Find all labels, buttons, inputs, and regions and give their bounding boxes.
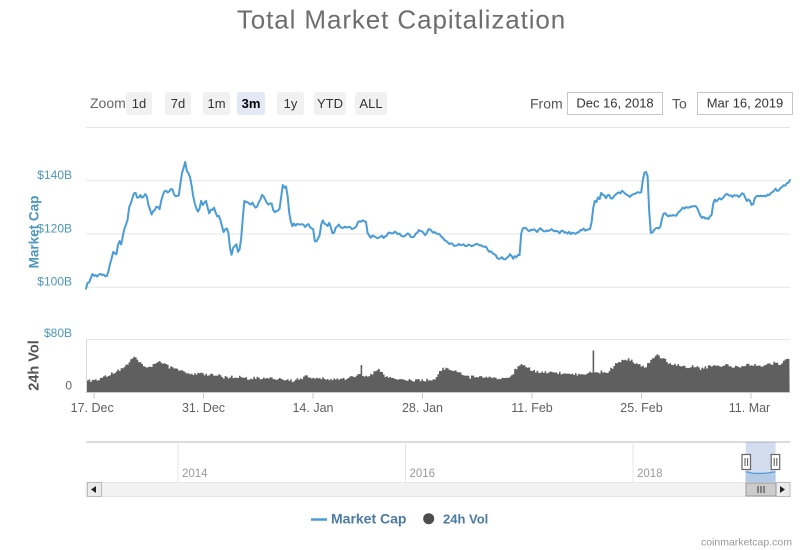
- svg-text:7d: 7d: [171, 96, 185, 111]
- svg-text:31. Dec: 31. Dec: [182, 401, 225, 415]
- svg-text:2018: 2018: [637, 468, 663, 480]
- svg-text:11. Mar: 11. Mar: [729, 401, 770, 415]
- svg-text:To: To: [672, 96, 687, 112]
- svg-text:2014: 2014: [182, 468, 208, 480]
- svg-text:Total Market Capitalization: Total Market Capitalization: [237, 5, 566, 35]
- svg-text:1d: 1d: [132, 96, 146, 111]
- svg-text:1y: 1y: [284, 96, 298, 111]
- svg-text:14. Jan: 14. Jan: [292, 401, 333, 415]
- svg-text:Market Cap: Market Cap: [27, 196, 42, 269]
- svg-text:$140B: $140B: [37, 168, 72, 182]
- svg-text:2016: 2016: [410, 468, 436, 480]
- svg-text:Market Cap: Market Cap: [331, 511, 406, 527]
- svg-text:0: 0: [65, 379, 72, 393]
- svg-text:$80B: $80B: [44, 326, 72, 340]
- svg-text:From: From: [530, 96, 563, 112]
- svg-text:1m: 1m: [207, 96, 225, 111]
- svg-text:coinmarketcap.com: coinmarketcap.com: [701, 537, 792, 549]
- svg-text:11. Feb: 11. Feb: [511, 401, 553, 415]
- svg-text:17. Dec: 17. Dec: [71, 401, 114, 415]
- svg-text:3m: 3m: [242, 96, 261, 111]
- svg-text:25. Feb: 25. Feb: [620, 401, 662, 415]
- svg-text:Zoom: Zoom: [90, 95, 126, 111]
- svg-text:$120B: $120B: [37, 222, 72, 236]
- svg-text:ALL: ALL: [359, 96, 382, 111]
- svg-text:YTD: YTD: [317, 96, 343, 111]
- svg-text:24h Vol: 24h Vol: [443, 512, 488, 527]
- svg-text:24h Vol: 24h Vol: [27, 340, 43, 391]
- svg-text:28. Jan: 28. Jan: [402, 401, 443, 415]
- svg-text:$100B: $100B: [37, 275, 72, 289]
- svg-text:Mar 16, 2019: Mar 16, 2019: [707, 96, 784, 111]
- svg-text:Dec 16, 2018: Dec 16, 2018: [576, 96, 653, 111]
